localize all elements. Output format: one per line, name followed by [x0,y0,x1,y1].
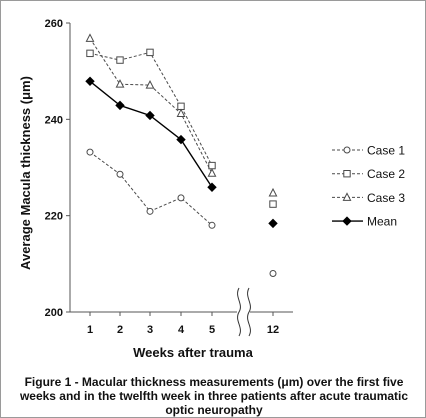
series-line [89,38,213,174]
axis-break-mark [237,287,241,337]
data-point [116,170,124,178]
data-point [343,146,351,154]
data-point [116,56,124,64]
data-point [115,100,125,111]
data-point [146,48,154,57]
data-point [115,79,125,88]
y-tick-label: 200 [45,307,63,319]
data-point [268,187,278,197]
data-point [86,49,94,58]
data-point [176,108,186,118]
axis-break-mark [247,287,251,337]
data-point [342,192,352,201]
data-point [177,194,185,202]
data-point [176,134,186,145]
series-line [89,151,213,226]
data-point [268,218,278,229]
x-tick-label: 2 [117,324,123,336]
x-tick-label: 12 [267,324,279,336]
legend-item: Case 1 [332,144,405,158]
figure-caption: Figure 1 - Macular thickness measurement… [19,375,409,417]
data-point [269,200,277,208]
data-point [145,80,155,89]
legend-item: Mean [332,215,397,229]
series-mean [85,76,278,229]
legend-label: Case 2 [367,167,405,181]
y-axis-label: Average Macula thickness (μm) [18,76,33,270]
x-tick-label: 5 [209,324,215,336]
data-point [146,207,154,215]
data-point [145,110,155,121]
series-line [89,80,213,188]
series-line [89,51,213,166]
data-point [86,148,94,156]
x-tick-label: 1 [87,324,93,336]
y-tick-label: 240 [45,114,63,126]
legend-label: Case 1 [367,144,405,158]
legend-label: Case 3 [367,191,405,205]
y-tick-label: 220 [45,211,63,223]
data-point [207,168,217,177]
data-point [269,269,277,277]
legend-item: Case 2 [332,167,405,181]
series-case-3 [85,33,278,197]
data-point [208,221,216,229]
legend-label: Mean [367,215,397,229]
x-tick-label: 3 [147,324,153,336]
x-tick-label: 4 [178,324,185,336]
series-case-1 [86,148,277,277]
data-point [208,161,216,170]
data-point [207,182,217,192]
legend-item: Case 3 [332,191,405,205]
x-axis-label: Weeks after trauma [133,345,253,360]
y-tick-label: 260 [45,18,63,30]
data-point [85,33,95,42]
axis-break-gap [238,301,249,323]
data-point [85,76,95,86]
series-layer [85,33,278,277]
series-case-2 [86,48,277,208]
legend: Case 1 Case 2 Case 3 Mean [332,144,405,229]
data-point [343,170,351,178]
data-point [342,216,352,226]
